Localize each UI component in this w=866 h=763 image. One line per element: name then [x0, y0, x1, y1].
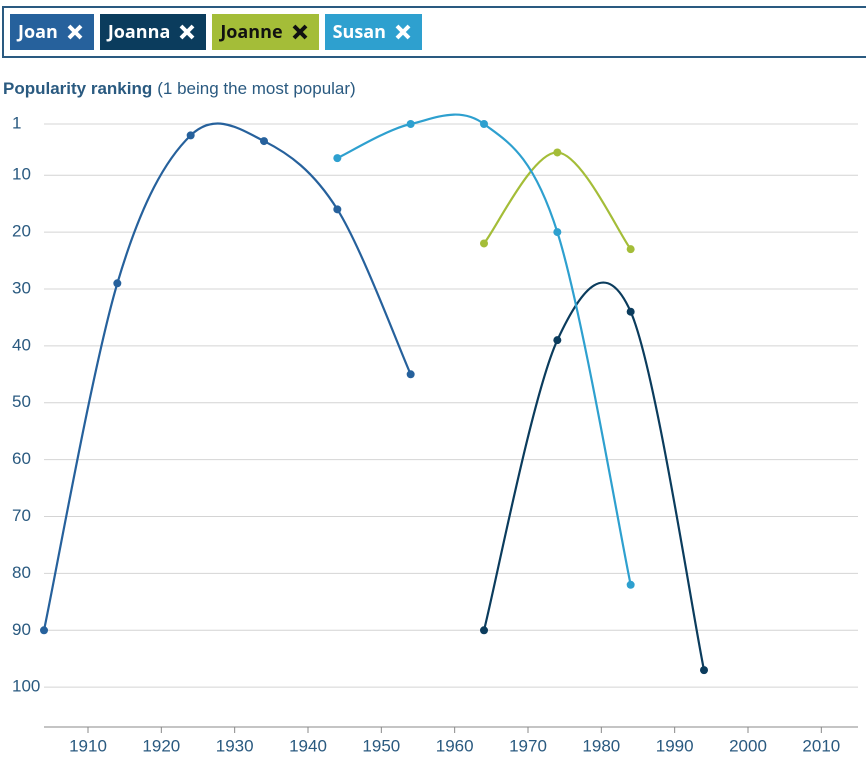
- x-tick-label: 1950: [362, 736, 400, 755]
- tag-label: Joanne: [220, 20, 283, 44]
- data-point: [406, 370, 415, 379]
- filter-tag[interactable]: Joanna: [99, 14, 207, 50]
- series-line: [336, 113, 632, 586]
- data-point: [553, 148, 562, 157]
- data-point: [480, 120, 488, 128]
- y-tick-label: 30: [12, 278, 31, 297]
- x-tick-label: 2000: [729, 736, 767, 755]
- data-point: [626, 245, 635, 254]
- chart: Popularity ranking (1 being the most popu…: [3, 79, 858, 755]
- data-point: [626, 580, 635, 589]
- remove-icon[interactable]: [66, 23, 84, 41]
- tag-label: Joanna: [107, 20, 171, 44]
- y-tick-label: 60: [12, 449, 31, 468]
- x-tick-label: 1920: [142, 736, 180, 755]
- data-point: [626, 307, 635, 316]
- x-tick-label: 1960: [436, 736, 474, 755]
- data-point: [480, 239, 488, 248]
- tag-label: Joan: [18, 20, 58, 44]
- remove-icon[interactable]: [291, 23, 309, 41]
- y-tick-label: 1: [12, 113, 21, 132]
- x-tick-label: 1980: [582, 736, 620, 755]
- data-point: [260, 137, 268, 146]
- filter-tag[interactable]: Susan: [324, 14, 423, 50]
- series-line: [482, 281, 706, 671]
- data-point: [40, 626, 48, 635]
- y-tick-label: 20: [12, 222, 31, 241]
- x-tick-label: 1990: [656, 736, 694, 755]
- data-point: [333, 154, 342, 163]
- tag-label: Susan: [332, 20, 387, 44]
- series-line: [42, 122, 412, 631]
- data-point: [186, 131, 195, 140]
- data-point: [113, 279, 122, 288]
- tag-bar: Joan Joanna Joanne Susan: [2, 6, 866, 58]
- chart-title: Popularity ranking: [3, 79, 152, 98]
- y-tick-label: 50: [12, 392, 31, 411]
- y-tick-label: 70: [12, 506, 31, 525]
- filter-tag[interactable]: Joanne: [212, 14, 319, 50]
- remove-icon[interactable]: [178, 23, 196, 41]
- data-point: [333, 205, 342, 214]
- filter-tag[interactable]: Joan: [10, 14, 94, 50]
- chart-heading: Popularity ranking (1 being the most popu…: [3, 79, 356, 98]
- x-tick-label: 2010: [802, 736, 840, 755]
- chart-subtitle: (1 being the most popular): [157, 79, 355, 98]
- y-tick-label: 90: [12, 620, 31, 639]
- data-point: [553, 336, 562, 345]
- y-tick-label: 40: [12, 335, 31, 354]
- x-tick-label: 1910: [69, 736, 107, 755]
- data-point: [406, 120, 415, 128]
- data-point: [700, 666, 708, 675]
- y-tick-label: 100: [12, 677, 40, 696]
- y-tick-label: 80: [12, 563, 31, 582]
- x-tick-label: 1970: [509, 736, 547, 755]
- x-tick-label: 1930: [216, 736, 254, 755]
- remove-icon[interactable]: [394, 23, 412, 41]
- data-point: [553, 228, 562, 237]
- y-tick-label: 10: [12, 165, 31, 184]
- x-tick-label: 1940: [289, 736, 327, 755]
- data-point: [480, 626, 488, 635]
